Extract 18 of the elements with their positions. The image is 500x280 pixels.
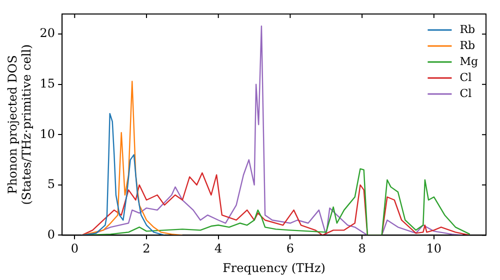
y-tick-label: 15: [40, 76, 56, 91]
y-tick-label: 20: [40, 26, 56, 40]
y-tick-label: 5: [47, 177, 56, 192]
x-tick-label: 6: [286, 242, 294, 256]
y-tick-label: 10: [40, 126, 56, 141]
legend-label: Mg: [460, 54, 478, 68]
x-tick-label: 2: [142, 242, 150, 256]
legend-label: Rb: [460, 22, 476, 36]
legend-label: Cl: [460, 86, 472, 100]
x-tick-label: 0: [70, 242, 78, 256]
x-axis-title: Frequency (THz): [222, 260, 326, 275]
y-axis-title: Phonon projected DOS (States/THz·primitive cell): [5, 44, 34, 205]
y-tick-label: 0: [47, 227, 56, 242]
legend-label: Cl: [460, 70, 472, 84]
x-tick-label: 8: [358, 242, 366, 256]
x-tick-label: 4: [214, 242, 223, 256]
x-tick-label: 10: [426, 242, 442, 256]
legend-label: Rb: [460, 38, 476, 52]
